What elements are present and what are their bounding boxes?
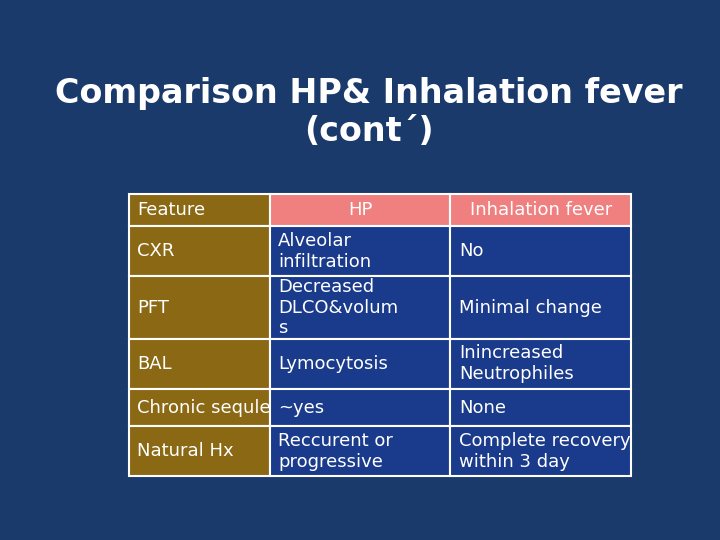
Text: None: None <box>459 399 506 417</box>
Text: Natural Hx: Natural Hx <box>138 442 234 461</box>
Bar <box>270 194 451 226</box>
Text: PFT: PFT <box>138 299 169 316</box>
Bar <box>451 427 631 476</box>
Text: Chronic sequle: Chronic sequle <box>138 399 271 417</box>
Bar <box>129 276 270 339</box>
Text: Inhalation fever: Inhalation fever <box>469 201 612 219</box>
Bar <box>129 226 270 276</box>
Bar <box>270 389 451 427</box>
Text: Alveolar
infiltration: Alveolar infiltration <box>278 232 372 271</box>
Bar <box>129 427 270 476</box>
Text: No: No <box>459 242 483 260</box>
Bar <box>270 427 451 476</box>
Text: ~yes: ~yes <box>278 399 324 417</box>
Bar <box>451 276 631 339</box>
Text: HP: HP <box>348 201 372 219</box>
Bar <box>451 226 631 276</box>
Bar <box>129 389 270 427</box>
Bar <box>129 339 270 389</box>
Bar <box>451 389 631 427</box>
Bar <box>129 194 270 226</box>
Bar <box>270 276 451 339</box>
Text: Decreased
DLCO&volum
s: Decreased DLCO&volum s <box>278 278 398 338</box>
Bar <box>451 194 631 226</box>
Text: BAL: BAL <box>138 355 172 373</box>
Text: Feature: Feature <box>138 201 205 219</box>
Bar <box>270 339 451 389</box>
Text: Lymocytosis: Lymocytosis <box>278 355 388 373</box>
Text: Comparison HP& Inhalation fever
(cont´): Comparison HP& Inhalation fever (cont´) <box>55 77 683 148</box>
Text: Reccurent or
progressive: Reccurent or progressive <box>278 432 393 471</box>
Text: Inincreased
Neutrophiles: Inincreased Neutrophiles <box>459 345 574 383</box>
Text: Minimal change: Minimal change <box>459 299 602 316</box>
Text: Complete recovery
within 3 day: Complete recovery within 3 day <box>459 432 631 471</box>
Text: CXR: CXR <box>138 242 175 260</box>
Bar <box>270 226 451 276</box>
Bar <box>451 339 631 389</box>
